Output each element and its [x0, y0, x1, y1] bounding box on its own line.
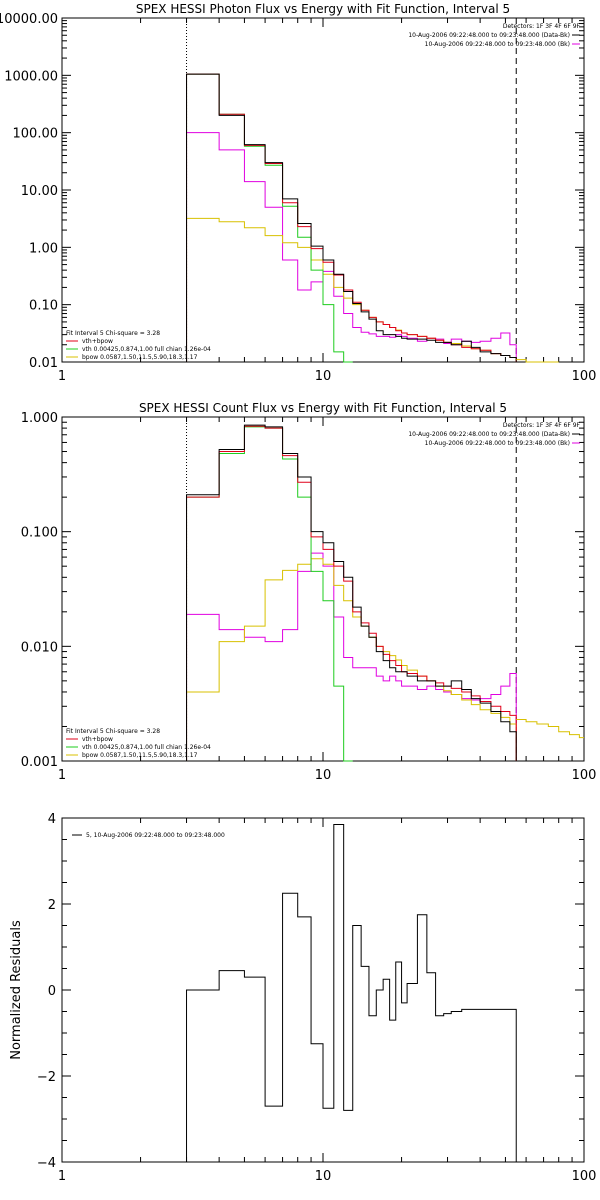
y-tick-label: 100.00 — [13, 127, 59, 142]
legend-total: vth+bpow — [82, 338, 113, 345]
legend-vth: vth 0.00425,0.874,1.00 full chian 1.26e-… — [82, 346, 211, 353]
x-tick-label: 10 — [315, 768, 332, 783]
residuals-legend-label: 5, 10-Aug-2006 09:22:48.000 to 09:23:48.… — [86, 832, 225, 839]
x-tick-label: 100 — [572, 768, 597, 783]
legend-data-bk-2: 10-Aug-2006 09:22:48.000 to 09:23:48.000… — [408, 431, 570, 438]
y-tick-label: 0 — [48, 984, 56, 999]
x-tick-label: 1 — [58, 1169, 66, 1184]
count-flux-vlines — [186, 417, 517, 761]
y-tick-label: −2 — [37, 1070, 56, 1085]
residuals-series — [186, 823, 517, 1162]
count-flux-legend-bl: Fit Interval 5 Chi-square = 3.28 vth+bpo… — [66, 728, 211, 759]
y-tick-label: 0.10 — [29, 299, 58, 314]
count-flux-panel: SPEX HESSI Count Flux vs Energy with Fit… — [21, 401, 597, 783]
y-tick-label: 4 — [48, 812, 56, 827]
x-tick-label: 1 — [58, 768, 66, 783]
series-data-histogram — [186, 424, 517, 761]
photon-flux-legend-tr: Detectors: 1F 3F 4F 6F 9F 10-Aug-2006 09… — [408, 23, 580, 48]
y-tick-label: 10000.00 — [0, 12, 58, 27]
series-vth-histogram — [186, 426, 353, 762]
x-tick-label: 100 — [572, 369, 597, 384]
legend-detectors: Detectors: 1F 3F 4F 6F 9F — [503, 23, 581, 30]
photon-flux-vlines — [186, 18, 517, 362]
y-tick-label: −4 — [37, 1156, 56, 1171]
y-tick-label: 1000.00 — [4, 69, 58, 84]
photon-flux-frame — [61, 17, 585, 363]
x-tick-label: 1 — [58, 369, 66, 384]
legend-bk: 10-Aug-2006 09:22:48.000 to 09:23:48.000… — [425, 41, 570, 48]
residuals-ylabel: Normalized Residuals — [9, 920, 24, 1060]
series-fit_total-histogram — [186, 425, 517, 761]
count-flux-series — [186, 424, 584, 762]
legend-fit-interval-2: Fit Interval 5 Chi-square = 3.28 — [66, 728, 160, 735]
legend-data-bk: 10-Aug-2006 09:22:48.000 to 09:23:48.000… — [408, 32, 570, 39]
photon-flux-legend-bl: Fit Interval 5 Chi-square = 3.28 vth+bpo… — [66, 330, 211, 361]
series-bpow-extension — [516, 719, 584, 739]
legend-vth-2: vth 0.00425,0.874,1.00 full chian 1.26e-… — [82, 744, 211, 751]
count-flux-ticks: 1 10 100 0.001 0.010 0.100 1.000 — [21, 411, 597, 783]
y-tick-label: 0.100 — [21, 526, 58, 541]
residuals-legend: 5, 10-Aug-2006 09:22:48.000 to 09:23:48.… — [72, 832, 225, 839]
y-tick-label: 1.00 — [29, 241, 58, 256]
count-flux-title: SPEX HESSI Count Flux vs Energy with Fit… — [139, 401, 507, 415]
photon-flux-panel: SPEX HESSI Photon Flux vs Energy with Fi… — [0, 2, 596, 384]
count-flux-legend-tr: Detectors: 1F 3F 4F 6F 9F 10-Aug-2006 09… — [408, 422, 580, 447]
photon-flux-series — [186, 73, 559, 363]
x-tick-label: 100 — [572, 1169, 597, 1184]
photon-flux-title: SPEX HESSI Photon Flux vs Energy with Fi… — [136, 2, 510, 16]
legend-fit-interval: Fit Interval 5 Chi-square = 3.28 — [66, 330, 160, 337]
photon-flux-ticks: 1 10 100 0.01 0.10 1.00 10.00 100.00 1000.00 1000… — [0, 12, 596, 384]
series-data-histogram — [186, 823, 517, 1162]
series-data-histogram — [186, 73, 517, 362]
x-tick-label: 10 — [315, 1169, 332, 1184]
residuals-frame — [61, 817, 585, 1163]
series-background-histogram — [186, 552, 517, 761]
y-tick-label: 0.010 — [21, 640, 58, 655]
legend-bpow: bpow 0.0587,1.50,11.5,5.90,18.3,1.17 — [82, 354, 198, 361]
legend-bk-2: 10-Aug-2006 09:22:48.000 to 09:23:48.000… — [425, 440, 570, 447]
series-bpow-histogram — [186, 558, 517, 761]
x-tick-label: 10 — [315, 369, 332, 384]
legend-total-2: vth+bpow — [82, 736, 113, 743]
y-tick-label: 1.000 — [21, 411, 58, 426]
series-fit_total-histogram — [186, 73, 517, 362]
y-tick-label: 0.01 — [29, 356, 58, 371]
y-tick-label: 2 — [48, 898, 56, 913]
series-bpow-extension — [516, 359, 559, 363]
residuals-panel: Normalized Residuals 1 10 100 −4 −2 0 2 4 5, 10… — [9, 812, 596, 1184]
y-tick-label: 10.00 — [21, 184, 58, 199]
y-tick-label: 0.001 — [21, 755, 58, 770]
series-background-histogram — [186, 132, 517, 362]
residuals-ticks: 1 10 100 −4 −2 0 2 4 — [37, 812, 597, 1184]
legend-bpow-2: bpow 0.0587,1.50,11.5,5.90,18.3,1.17 — [82, 752, 198, 759]
legend-detectors-2: Detectors: 1F 3F 4F 6F 9F — [503, 422, 581, 429]
